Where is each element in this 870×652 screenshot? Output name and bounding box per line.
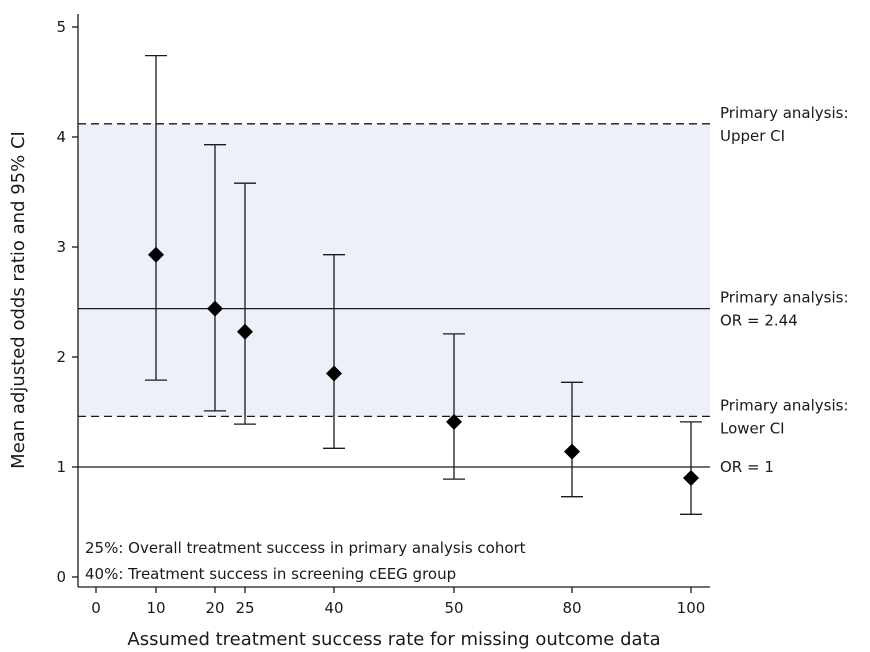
- reference-label-2-line2: Lower CI: [720, 419, 785, 437]
- reference-label-2-line1: Primary analysis:: [720, 396, 849, 414]
- point-marker-80: [564, 443, 580, 460]
- point-marker-40: [326, 365, 342, 382]
- note-line-1: 25%: Overall treatment success in primar…: [85, 539, 526, 557]
- y-axis-title: Mean adjusted odds ratio and 95% CI: [8, 131, 29, 469]
- reference-label-1-line2: OR = 2.44: [720, 312, 798, 330]
- point-marker-20: [207, 300, 223, 317]
- y-tick-label-5: 5: [56, 18, 66, 36]
- note-line-2: 40%: Treatment success in screening cEEG…: [85, 565, 456, 583]
- x-tick-label-40: 40: [324, 599, 343, 617]
- x-tick-label-20: 20: [205, 599, 224, 617]
- error-bars: [145, 54, 702, 515]
- point-marker-100: [683, 470, 699, 486]
- x-tick-label-100: 100: [677, 599, 706, 617]
- y-tick-label-3: 3: [56, 238, 66, 256]
- reference-label-1-line1: Primary analysis:: [720, 289, 849, 307]
- reference-line-labels: Primary analysis: Upper CI Primary analysi…: [720, 104, 849, 476]
- y-tick-label-1: 1: [56, 458, 66, 476]
- x-tick-label-0: 0: [91, 599, 101, 617]
- ci-band: [78, 123, 710, 417]
- point-marker-10: [148, 246, 164, 263]
- x-tick-label-80: 80: [562, 599, 581, 617]
- x-tick-label-10: 10: [146, 599, 165, 617]
- y-axis-ticks: 0 1 2 3 4 5: [56, 18, 78, 586]
- x-axis-title: Assumed treatment success rate for missi…: [127, 629, 660, 650]
- x-axis-ticks: 0 10 20 25 40 50 80 100: [91, 587, 705, 617]
- point-marker-50: [446, 413, 462, 430]
- reference-label-0-line2: Upper CI: [720, 127, 785, 145]
- y-tick-label-2: 2: [56, 348, 66, 366]
- y-tick-label-0: 0: [56, 568, 66, 586]
- point-marker-25: [237, 323, 253, 340]
- x-tick-label-25: 25: [235, 599, 254, 617]
- reference-lines: [78, 123, 710, 468]
- point-markers: [148, 246, 699, 486]
- x-tick-label-50: 50: [444, 599, 463, 617]
- y-tick-label-4: 4: [56, 128, 66, 146]
- reference-label-0-line1: Primary analysis:: [720, 104, 849, 122]
- reference-label-3: OR = 1: [720, 458, 774, 476]
